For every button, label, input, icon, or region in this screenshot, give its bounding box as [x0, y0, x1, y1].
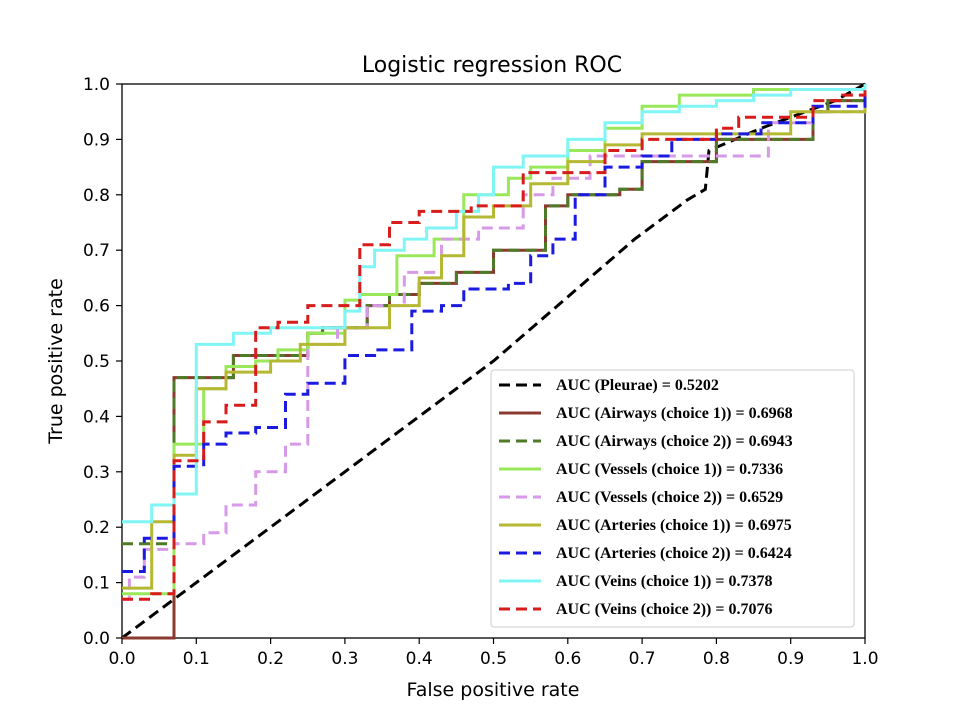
- y-tick-label: 0.0: [83, 629, 110, 649]
- series-line-8: [122, 89, 867, 601]
- series-line-5: [122, 84, 867, 590]
- x-tick-label: 0.0: [108, 649, 135, 669]
- x-tick-label: 0.9: [777, 649, 804, 669]
- legend: AUC (Pleurae) = 0.5202 AUC (Airways (choi…: [490, 369, 855, 628]
- chart-title: Logistic regression ROC: [362, 53, 622, 78]
- y-tick-label: 0.4: [83, 407, 110, 427]
- legend-label: AUC (Airways (choice 1)) = 0.6968: [556, 405, 793, 422]
- y-tick-label: 0.3: [83, 463, 110, 483]
- x-tick-label: 0.6: [554, 649, 581, 669]
- y-axis-ticks: 0.0 0.1 0.2 0.3 0.4 0.5 0.6 0.7 0.8 0.9 1.0: [83, 75, 122, 649]
- x-tick-label: 1.0: [851, 649, 878, 669]
- legend-label: AUC (Vessels (choice 1)) = 0.7336: [556, 461, 783, 478]
- y-tick-label: 0.5: [83, 352, 110, 372]
- y-tick-label: 0.6: [83, 297, 110, 317]
- y-tick-label: 1.0: [83, 75, 110, 95]
- legend-label: AUC (Veins (choice 1)) = 0.7378: [556, 573, 773, 590]
- series-layer: [121, 82, 867, 640]
- x-tick-label: 0.4: [406, 649, 433, 669]
- x-tick-label: 0.5: [480, 649, 507, 669]
- legend-label: AUC (Airways (choice 2)) = 0.6943: [556, 433, 793, 450]
- x-axis-ticks: 0.0 0.1 0.2 0.3 0.4 0.5 0.6 0.7 0.8 0.9 1.0: [108, 638, 879, 669]
- y-tick-label: 0.9: [83, 130, 110, 150]
- y-tick-label: 0.8: [83, 186, 110, 206]
- legend-label: AUC (Vessels (choice 2)) = 0.6529: [556, 489, 783, 506]
- x-tick-label: 0.1: [183, 649, 210, 669]
- legend-box: [490, 369, 855, 628]
- legend-label: AUC (Pleurae) = 0.5202: [556, 377, 719, 394]
- x-tick-label: 0.8: [703, 649, 730, 669]
- x-axis-label: False positive rate: [407, 679, 580, 701]
- y-axis-label: True positive rate: [45, 278, 67, 445]
- series-line-0: [121, 82, 866, 640]
- legend-label: AUC (Arteries (choice 2)) = 0.6424: [556, 545, 792, 562]
- x-tick-label: 0.2: [257, 649, 284, 669]
- x-tick-label: 0.7: [629, 649, 656, 669]
- y-tick-label: 0.7: [83, 241, 110, 261]
- legend-label: AUC (Arteries (choice 1)) = 0.6975: [556, 517, 792, 534]
- legend-label: AUC (Veins (choice 2)) = 0.7076: [556, 601, 773, 618]
- y-tick-label: 0.1: [83, 574, 110, 594]
- x-tick-label: 0.3: [331, 649, 358, 669]
- series-line-7: [122, 84, 867, 524]
- y-tick-label: 0.2: [83, 518, 110, 538]
- series-line-2: [122, 84, 867, 546]
